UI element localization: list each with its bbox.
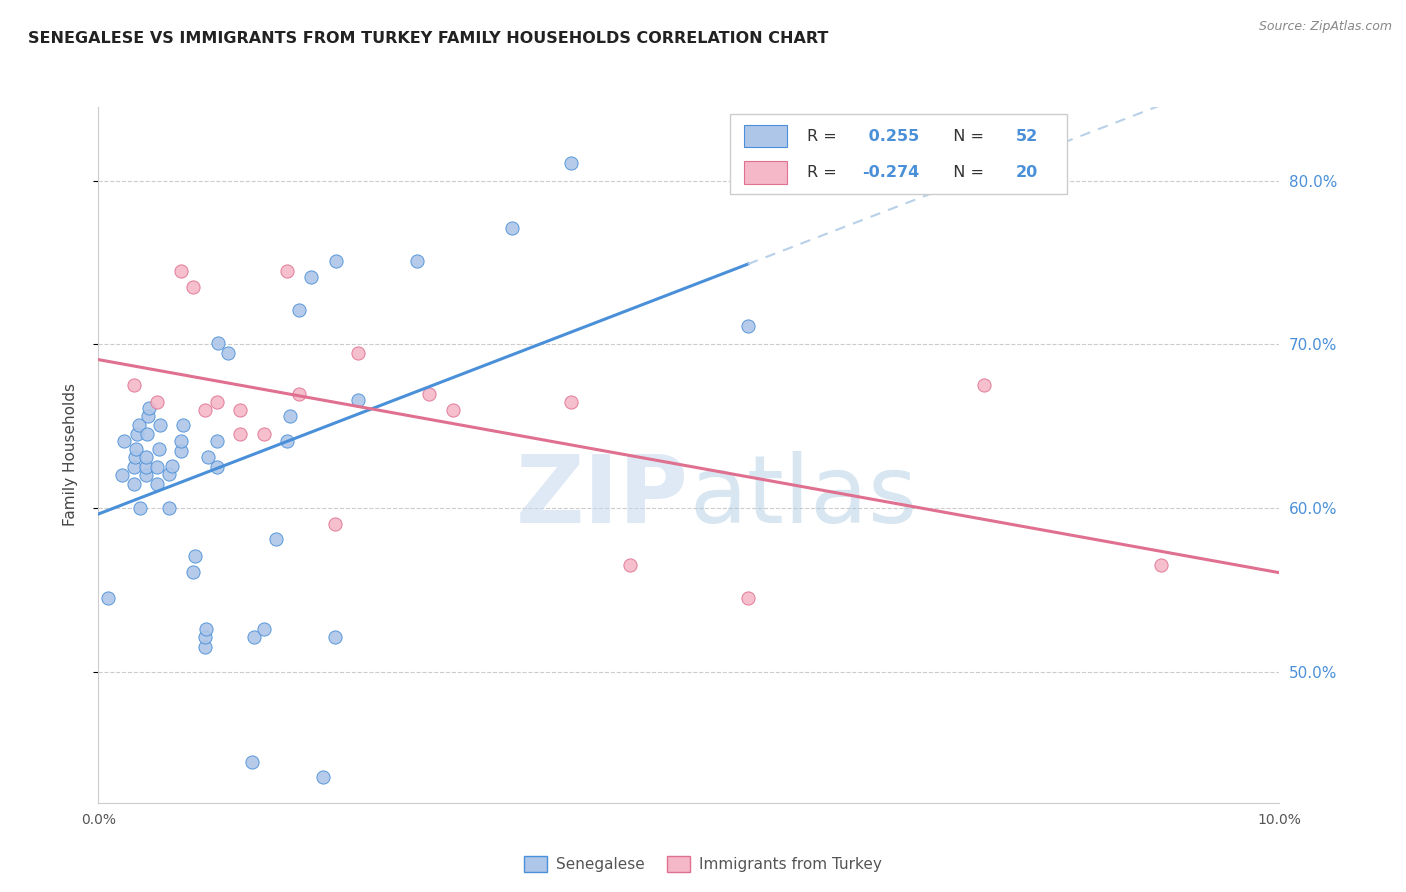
FancyBboxPatch shape <box>744 161 787 184</box>
Text: R =: R = <box>807 165 842 180</box>
Point <box>170 434 193 448</box>
Point <box>181 565 204 579</box>
Point <box>122 460 145 475</box>
Point <box>138 401 160 416</box>
Point <box>240 755 263 769</box>
Point <box>160 458 183 473</box>
FancyBboxPatch shape <box>744 125 787 147</box>
Legend: Senegalese, Immigrants from Turkey: Senegalese, Immigrants from Turkey <box>516 848 890 880</box>
Point <box>146 460 169 475</box>
Point <box>146 476 169 491</box>
Point <box>122 476 145 491</box>
Point <box>111 468 134 483</box>
Point <box>122 378 145 392</box>
Point <box>170 443 193 458</box>
Point <box>229 427 252 442</box>
Point <box>737 591 759 606</box>
Point <box>229 403 252 417</box>
Point <box>124 450 146 465</box>
Point <box>194 622 217 636</box>
Point <box>560 394 582 409</box>
Point <box>973 378 995 392</box>
Point <box>217 345 239 359</box>
Point <box>323 517 346 532</box>
Point <box>347 345 370 359</box>
Point <box>184 549 207 563</box>
Text: atlas: atlas <box>689 450 917 542</box>
Point <box>127 427 149 442</box>
Point <box>135 450 157 465</box>
Point <box>418 386 440 401</box>
Point <box>325 254 347 268</box>
Point <box>299 270 322 285</box>
Point <box>194 640 217 655</box>
Point <box>347 393 370 408</box>
Point <box>243 631 266 645</box>
Point <box>97 591 120 606</box>
Point <box>170 264 193 278</box>
Text: R =: R = <box>807 128 842 144</box>
Point <box>560 155 582 169</box>
Point <box>197 450 219 465</box>
Point <box>441 403 464 417</box>
FancyBboxPatch shape <box>730 114 1067 194</box>
Point <box>181 280 204 294</box>
Point <box>288 386 311 401</box>
Text: 0.255: 0.255 <box>862 128 918 144</box>
Point <box>276 264 298 278</box>
Text: ZIP: ZIP <box>516 450 689 542</box>
Point <box>135 468 157 483</box>
Point <box>205 460 228 475</box>
Point <box>278 409 301 424</box>
Point <box>157 467 180 481</box>
Point <box>253 622 276 636</box>
Point <box>406 254 429 268</box>
Point <box>135 460 157 475</box>
Point <box>619 558 641 573</box>
Point <box>194 403 217 417</box>
Point <box>125 442 148 457</box>
Point <box>501 221 523 235</box>
Point <box>146 394 169 409</box>
Text: -0.274: -0.274 <box>862 165 920 180</box>
Point <box>157 501 180 516</box>
Point <box>135 427 157 442</box>
Point <box>323 631 346 645</box>
Point <box>276 434 298 448</box>
Point <box>264 533 287 547</box>
Point <box>207 335 229 350</box>
Point <box>253 427 276 442</box>
Text: Source: ZipAtlas.com: Source: ZipAtlas.com <box>1258 20 1392 33</box>
Point <box>112 434 135 448</box>
Point <box>128 501 150 516</box>
Text: N =: N = <box>943 165 988 180</box>
Text: SENEGALESE VS IMMIGRANTS FROM TURKEY FAMILY HOUSEHOLDS CORRELATION CHART: SENEGALESE VS IMMIGRANTS FROM TURKEY FAM… <box>28 31 828 46</box>
Point <box>128 417 150 432</box>
Point <box>172 417 194 432</box>
Point <box>149 417 172 432</box>
Point <box>205 434 228 448</box>
Point <box>205 394 228 409</box>
Text: 20: 20 <box>1017 165 1039 180</box>
Point <box>148 442 170 457</box>
Point <box>737 319 759 334</box>
Point <box>1150 558 1173 573</box>
Text: 52: 52 <box>1017 128 1039 144</box>
Point <box>194 631 217 645</box>
Point <box>136 409 159 424</box>
Y-axis label: Family Households: Family Households <box>63 384 77 526</box>
Point <box>312 770 335 784</box>
Point <box>288 303 311 318</box>
Text: N =: N = <box>943 128 988 144</box>
